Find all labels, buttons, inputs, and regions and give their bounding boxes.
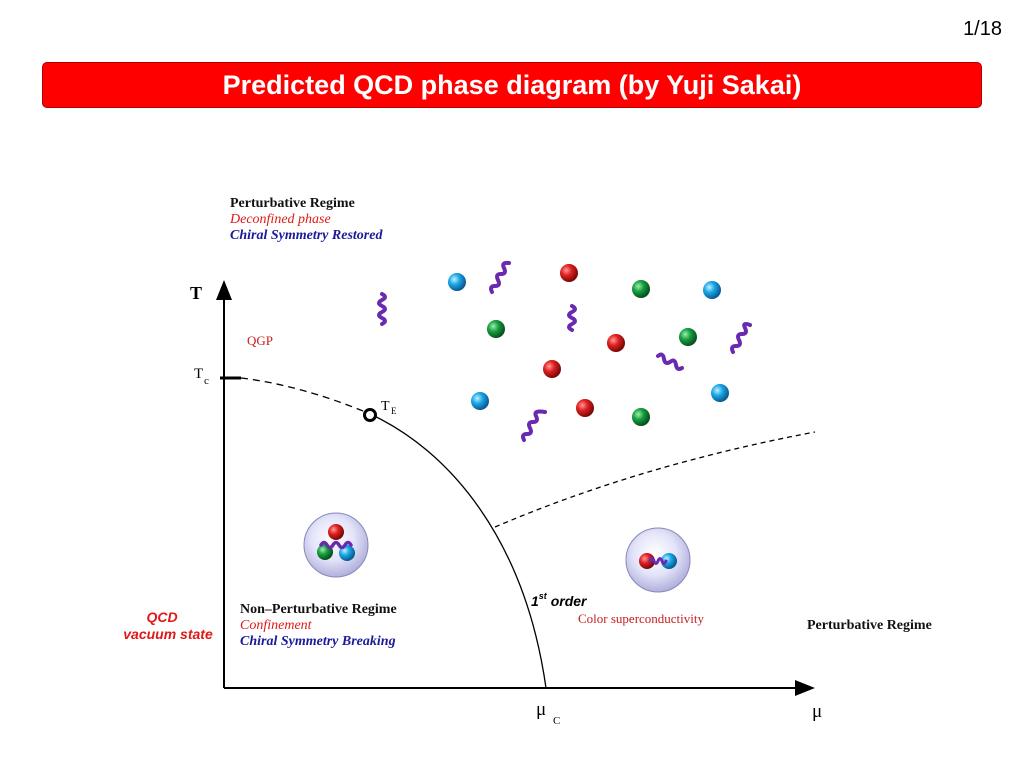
gluon — [656, 352, 684, 371]
red-quark — [543, 360, 561, 378]
top-regime-deconfined: Deconfined phase — [229, 212, 331, 227]
green-quark — [487, 320, 505, 338]
title-bar: Predicted QCD phase diagram (by Yuji Sak… — [42, 62, 982, 108]
mu-c-label: μ — [536, 699, 546, 720]
blue-quark — [703, 281, 721, 299]
qgp-particles — [377, 260, 752, 442]
red-quark — [560, 264, 578, 282]
slide-title: Predicted QCD phase diagram (by Yuji Sak… — [222, 69, 802, 100]
csc-boundary-line — [494, 431, 816, 528]
tc-label: T — [194, 366, 203, 382]
baryon-bubble — [303, 512, 369, 578]
qcd-vacuum-line1: QCD — [146, 609, 177, 625]
gluon — [319, 540, 353, 550]
green-quark — [632, 280, 650, 298]
blue-quark — [711, 384, 729, 402]
qcd-vacuum-line2: vacuum state — [123, 626, 213, 642]
mu-c-subscript: C — [553, 715, 560, 727]
qgp-label: QGP — [247, 333, 273, 348]
gluon — [489, 260, 511, 294]
gluon — [567, 304, 577, 332]
gluon — [730, 322, 752, 354]
diquark-bubble — [625, 527, 691, 593]
bottom-regime-heading: Non–Perturbative Regime — [240, 602, 397, 617]
red-quark — [328, 524, 344, 540]
bottom-regime-chiral-breaking: Chiral Symmetry Breaking — [240, 634, 396, 649]
red-quark — [576, 399, 594, 417]
te-label: T — [381, 399, 390, 414]
mu-axis-label: μ — [812, 701, 822, 722]
page-number: 1/18 — [963, 18, 1002, 40]
top-regime-chiral-restored: Chiral Symmetry Restored — [230, 228, 383, 243]
gluon — [521, 409, 547, 442]
blue-quark — [661, 553, 677, 569]
tc-subscript: c — [204, 375, 209, 387]
green-quark — [632, 408, 650, 426]
te-subscript: E — [391, 406, 397, 416]
first-order-label: 1st order — [531, 591, 588, 609]
red-quark — [607, 334, 625, 352]
color-superconductivity-label: Color superconductivity — [578, 611, 705, 626]
green-quark — [679, 328, 697, 346]
top-regime-heading: Perturbative Regime — [230, 196, 355, 211]
critical-endpoint-marker — [363, 408, 377, 422]
gluon — [377, 292, 387, 326]
first-order-line — [367, 412, 547, 689]
blue-quark — [448, 273, 466, 291]
right-regime-label: Perturbative Regime — [807, 618, 932, 633]
gluon — [648, 557, 668, 565]
t-axis-label: T — [190, 283, 202, 303]
bottom-regime-confinement: Confinement — [240, 618, 313, 633]
red-quark — [639, 553, 655, 569]
crossover-line — [240, 377, 369, 414]
blue-quark — [471, 392, 489, 410]
